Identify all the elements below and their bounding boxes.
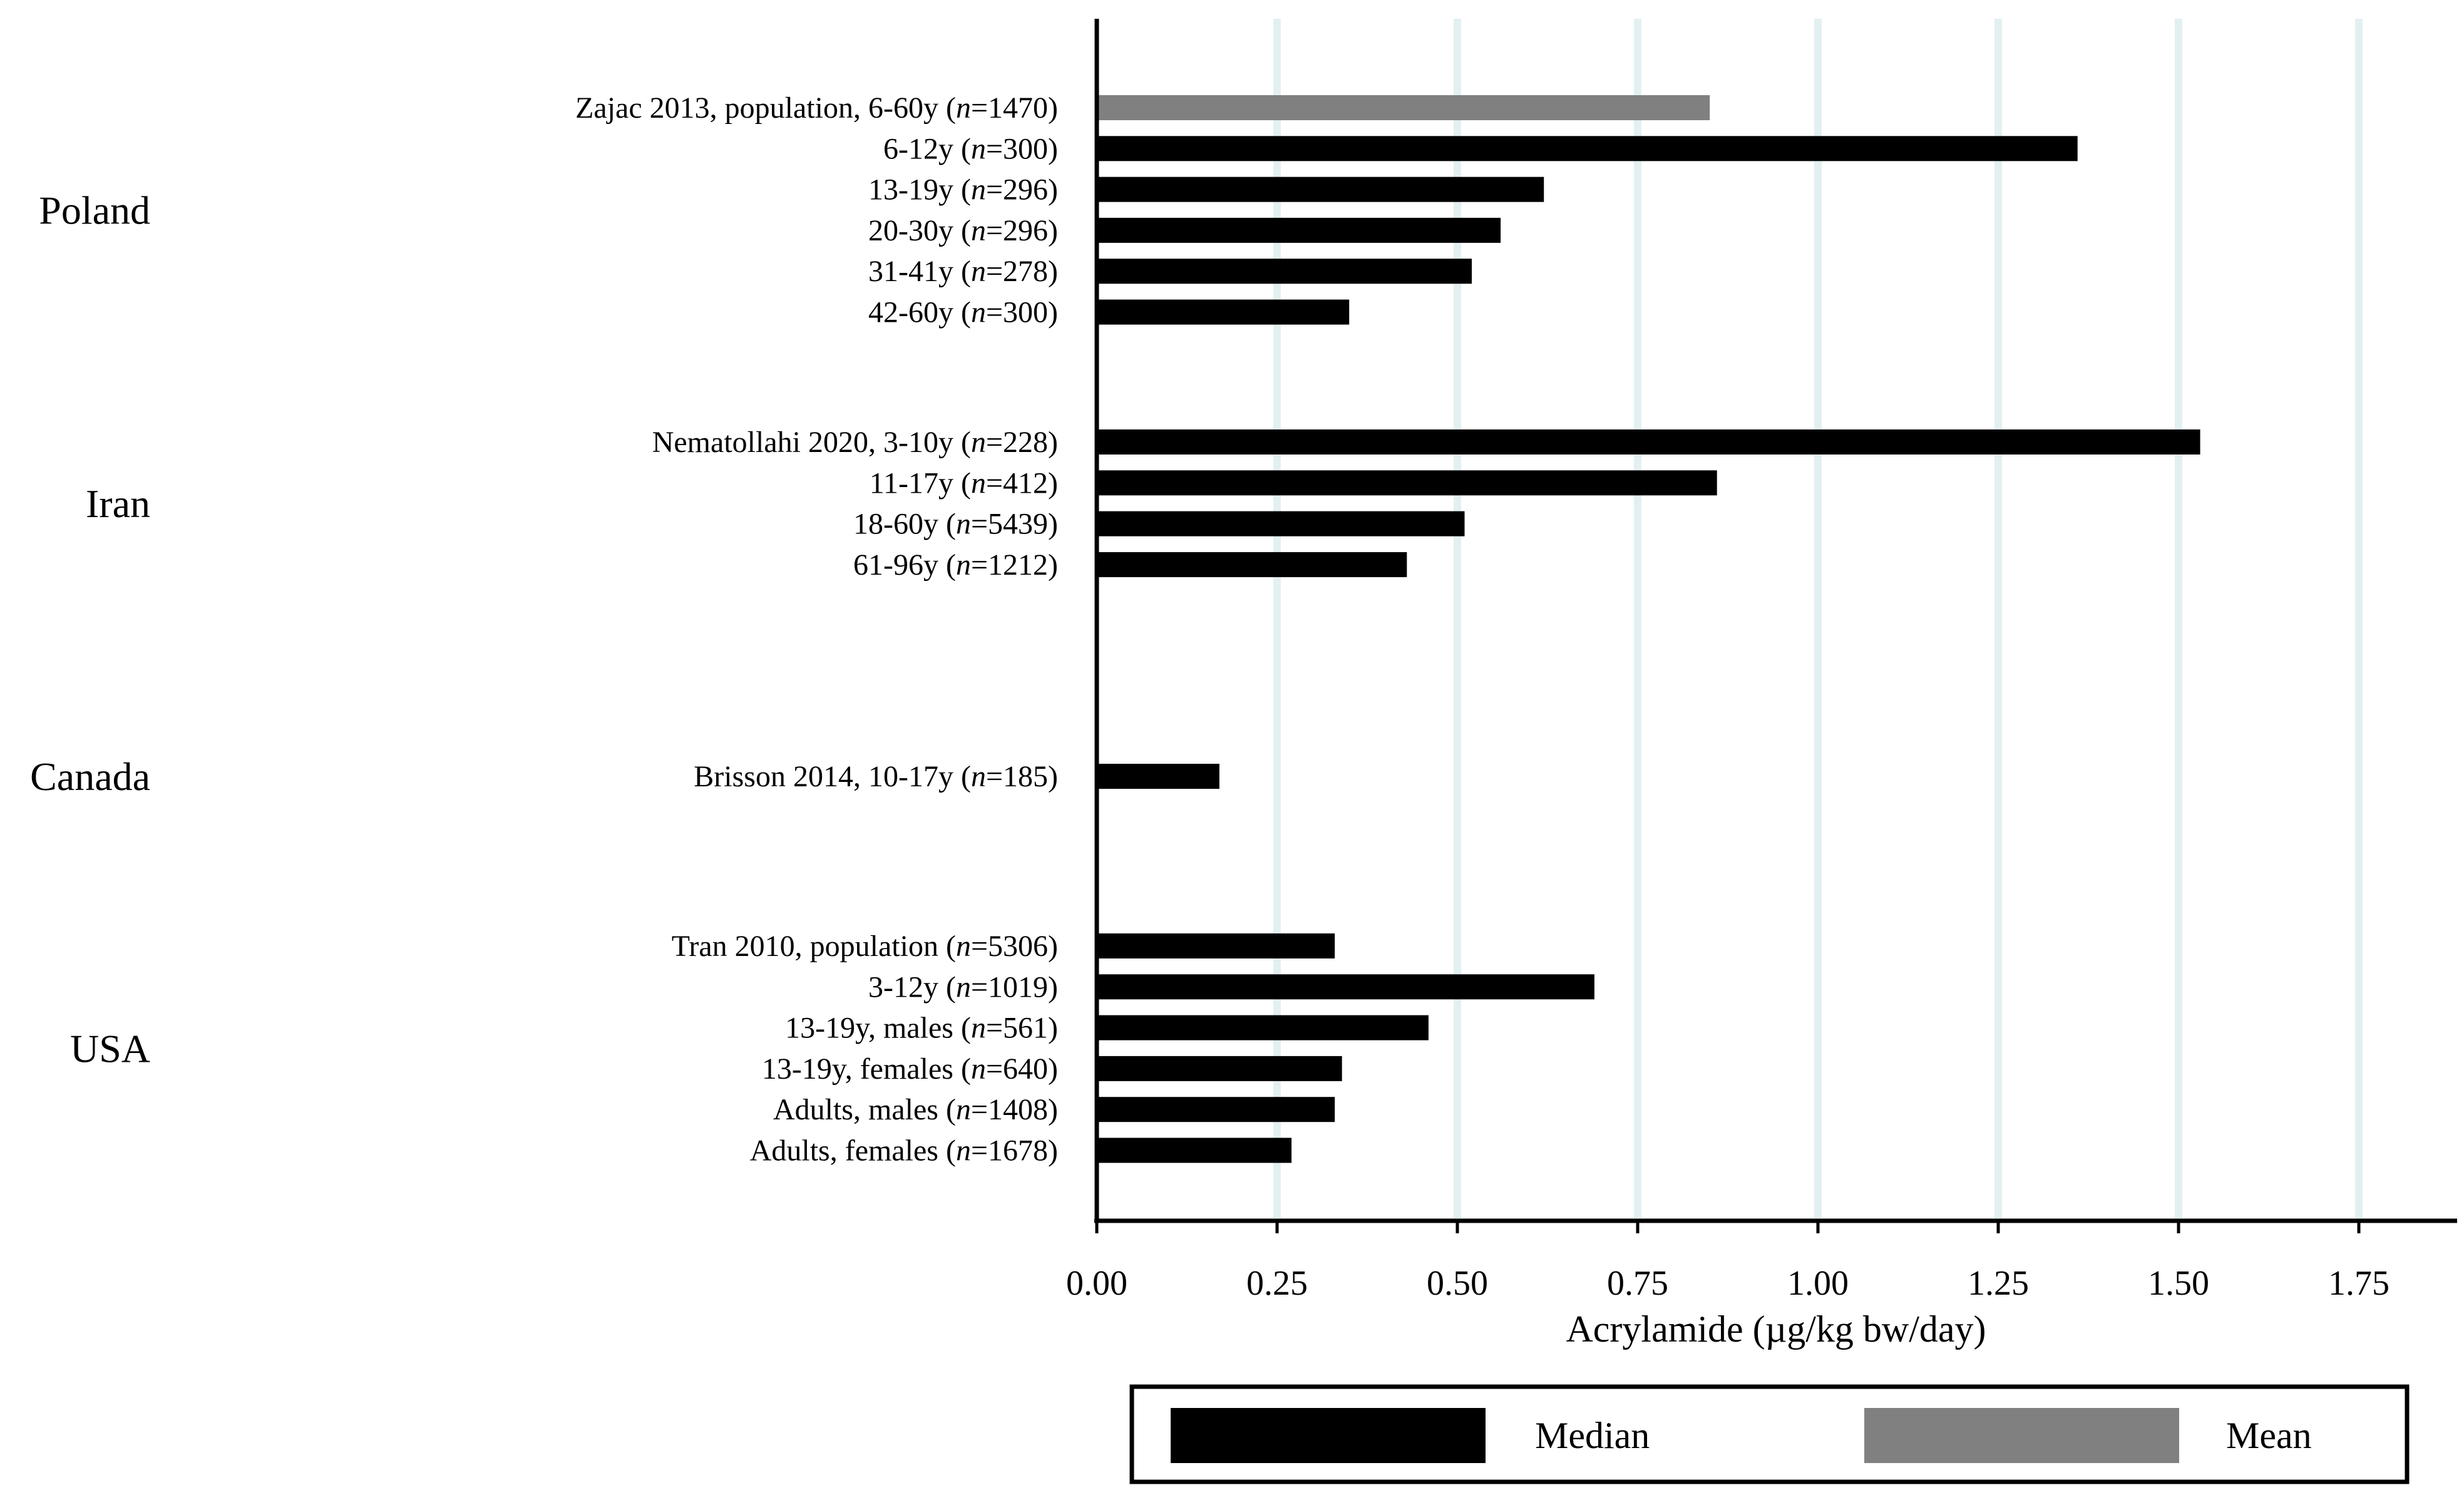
category-label: Zajac 2013, population, 6-60y (n=1470) [575,91,1058,125]
category-label: Adults, males (n=1408) [773,1093,1058,1126]
category-label: 13-19y, females (n=640) [762,1052,1058,1086]
bar [1097,259,1472,284]
x-tick-label: 0.50 [1427,1264,1488,1303]
group-labels: Poland Iran Canada USA [30,188,150,1071]
group-label: Poland [39,188,150,232]
bar [1097,470,1717,496]
category-label: 6-12y (n=300) [883,132,1058,165]
bar [1097,511,1465,537]
bar [1097,136,2078,162]
axes [1094,19,2457,1223]
bar [1097,933,1335,958]
group-label: USA [70,1026,150,1071]
category-label: Nematollahi 2020, 3-10y (n=228) [652,426,1058,459]
category-label: 18-60y (n=5439) [853,508,1058,541]
x-tick-label: 1.50 [2148,1264,2209,1303]
bar [1097,1138,1292,1163]
x-tick-label: 0.75 [1607,1264,1668,1303]
x-tick-label: 1.25 [1968,1264,2029,1303]
x-tick-label: 0.00 [1066,1264,1127,1303]
bar [1097,177,1544,202]
bar [1097,1097,1335,1122]
legend-label: Mean [2226,1415,2312,1456]
bar [1097,217,1501,243]
category-label: 20-30y (n=296) [868,214,1058,247]
legend-swatch [1864,1408,2179,1463]
x-ticks: 0.00 0.25 0.50 0.75 1.00 1.25 1.50 1.75 [1066,1221,2390,1303]
bar [1097,95,1710,120]
x-tick-label: 1.00 [1787,1264,1849,1303]
category-label: 31-41y (n=278) [868,255,1058,288]
bar [1097,552,1407,577]
group-label: Canada [30,754,150,799]
bars [1097,95,2200,1163]
category-label: 42-60y (n=300) [868,296,1058,329]
category-labels: Zajac 2013, population, 6-60y (n=1470) 6-… [575,91,1058,1168]
category-label: Brisson 2014, 10-17y (n=185) [694,760,1058,793]
bar [1097,1056,1342,1081]
category-label: 3-12y (n=1019) [868,970,1058,1004]
x-tick-label: 1.75 [2328,1264,2390,1303]
category-label: Adults, females (n=1678) [750,1134,1058,1168]
group-label: Iran [86,481,150,526]
x-tick-label: 0.25 [1246,1264,1308,1303]
bar [1097,974,1594,1000]
category-label: 13-19y (n=296) [868,173,1058,207]
legend: Median Mean [1129,1384,2410,1484]
bar [1097,429,2200,455]
legend-swatch [1171,1408,1486,1463]
bar [1097,299,1350,325]
category-label: 11-17y (n=412) [870,466,1058,500]
category-label: Tran 2010, population (n=5306) [672,930,1058,963]
category-label: 13-19y, males (n=561) [785,1012,1058,1045]
legend-label: Median [1535,1415,1650,1456]
bar [1097,764,1219,789]
category-label: 61-96y (n=1212) [853,548,1058,582]
bar [1097,1015,1429,1040]
x-axis-title: Acrylamide (µg/kg bw/day) [1566,1308,1986,1350]
